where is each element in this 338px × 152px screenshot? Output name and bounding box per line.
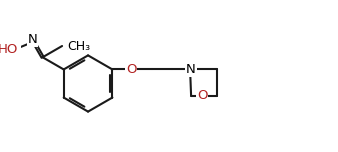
Text: N: N — [186, 63, 196, 76]
Text: O: O — [197, 89, 208, 102]
Text: O: O — [126, 63, 136, 76]
Text: HO: HO — [0, 43, 18, 56]
Text: N: N — [27, 33, 37, 46]
Text: CH₃: CH₃ — [67, 40, 90, 52]
